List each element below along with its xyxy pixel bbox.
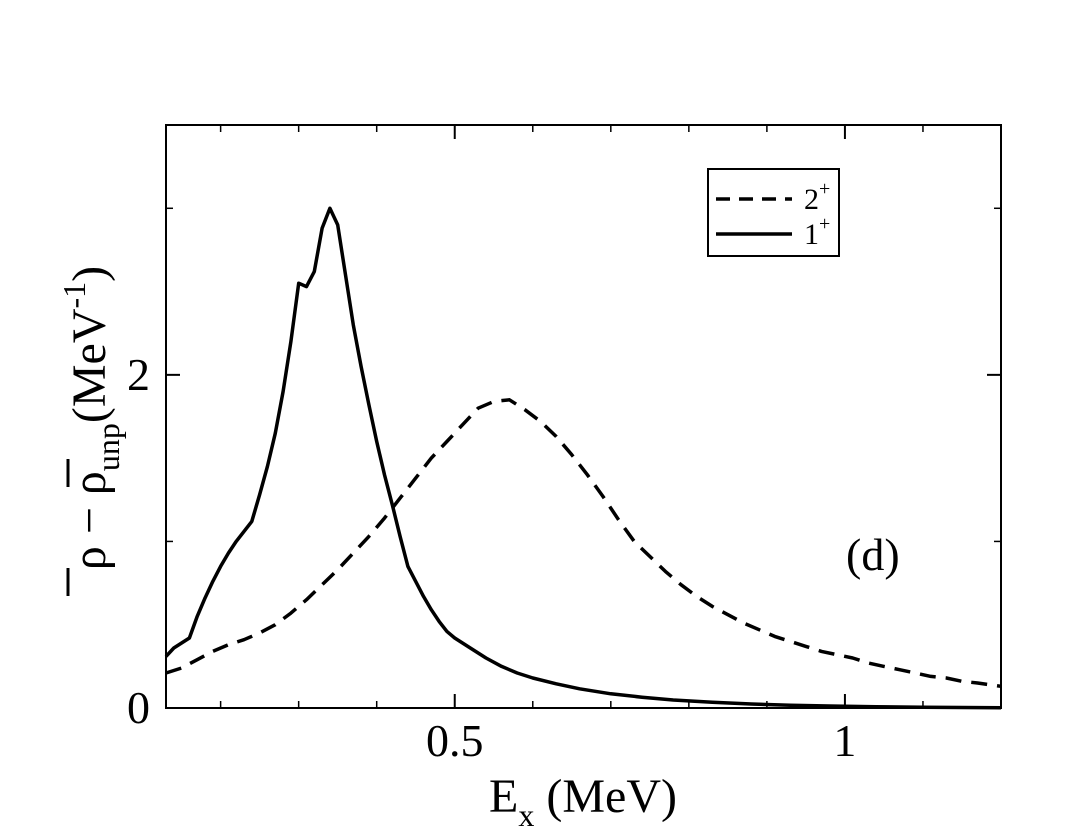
- y-tick-label: 0: [127, 682, 150, 733]
- legend-label-2plus-sup: +: [819, 178, 830, 200]
- y-axis-label-part1: ρ − ρ: [63, 471, 116, 570]
- legend-label-1plus-base: 1: [804, 218, 819, 251]
- y-axis-label-part3: ): [63, 266, 116, 282]
- panel-annotation: (d): [846, 529, 900, 580]
- y-axis-label: ρ − ρunp(MeV-1): [56, 266, 126, 570]
- legend-label-1plus: 1+: [804, 213, 830, 251]
- x-tick-label: 0.5: [426, 715, 484, 766]
- axes: 0.5 1 0 2: [127, 124, 1002, 766]
- plot-area: [164, 206, 1002, 710]
- y-axis-label-sub: unp: [90, 423, 126, 471]
- x-axis-label-rest: (MeV): [534, 770, 677, 823]
- legend: 2+ 1+: [707, 168, 840, 257]
- legend-label-2plus: 2+: [804, 178, 830, 216]
- y-axis-label-sup: -1: [56, 282, 92, 309]
- legend-label-1plus-sup: +: [819, 213, 830, 235]
- legend-box: [707, 168, 840, 257]
- y-axis-label-part2: (MeV: [63, 308, 116, 423]
- series-line-1plus: [164, 206, 1002, 710]
- x-axis-label-base: E: [489, 770, 518, 823]
- series-line-2plus: [165, 398, 1002, 689]
- x-axis-label-sub: x: [518, 797, 534, 833]
- x-axis-label: Ex (MeV): [489, 770, 677, 833]
- y-tick-label: 2: [127, 349, 150, 400]
- plot-frame: [165, 124, 1002, 709]
- legend-label-2plus-base: 2: [804, 183, 819, 216]
- x-tick-label: 1: [833, 715, 856, 766]
